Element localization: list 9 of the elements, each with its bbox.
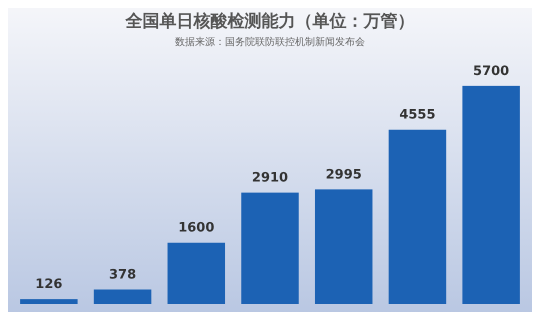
data-label: 4555 <box>399 108 436 123</box>
data-label: 5700 <box>473 64 510 79</box>
chart-subtitle: 数据来源：国务院联防联控机制新闻发布会 <box>175 36 365 48</box>
data-label: 2910 <box>252 170 288 186</box>
chart-title: 全国单日核酸检测能力（单位：万管） <box>124 12 414 32</box>
data-label: 2995 <box>326 167 362 182</box>
data-label: 1600 <box>178 220 214 236</box>
data-label: 378 <box>109 267 136 282</box>
data-label: 126 <box>35 277 62 292</box>
